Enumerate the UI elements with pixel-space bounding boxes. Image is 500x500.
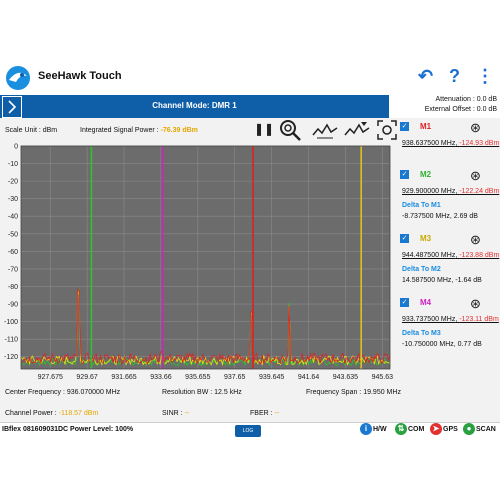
- fber-label: FBER :: [250, 410, 273, 417]
- integrated-power-readout: Integrated Signal Power : -76.39 dBm: [80, 127, 198, 134]
- y-tick-label: -60: [8, 249, 18, 256]
- y-tick-label: -40: [8, 214, 18, 221]
- plot-background: [21, 146, 390, 369]
- delta-label: Delta To M2: [402, 266, 441, 273]
- y-tick-label: -20: [8, 179, 18, 186]
- integrated-power-label: Integrated Signal Power :: [80, 127, 159, 134]
- sync-icon: ⇅: [395, 423, 407, 435]
- sinr-value: --: [184, 410, 190, 417]
- pause-icon[interactable]: ❚❚: [254, 122, 275, 136]
- next-peak-icon[interactable]: [344, 120, 370, 140]
- integrated-power-value: -76.39 dBm: [160, 127, 198, 134]
- channel-header: [0, 95, 389, 118]
- mini-spectrum-icon: ⊛: [470, 232, 481, 247]
- mini-spectrum-icon: ⊛: [470, 120, 481, 135]
- x-tick-label: 943.635: [333, 374, 358, 381]
- marker-label: M3: [420, 234, 432, 243]
- x-tick-label: 941.64: [298, 374, 320, 381]
- fit-screen-icon[interactable]: [376, 119, 398, 141]
- marker-value: 929.900000 MHz, -122.24 dBm: [402, 188, 500, 195]
- marker-label: M2: [420, 170, 432, 179]
- y-tick-label: -110: [5, 337, 19, 344]
- checkbox-checked-icon[interactable]: ✓: [400, 170, 409, 179]
- marker-value: 933.737500 MHz, -123.11 dBm: [402, 316, 499, 323]
- y-tick-label: -100: [4, 319, 18, 326]
- back-arrow-icon[interactable]: ↶: [418, 66, 434, 86]
- title-bar: SeeHawk Touch ↶ ? ⋮: [0, 60, 500, 95]
- x-tick-label: 929.67: [76, 374, 98, 381]
- x-tick-label: 935.655: [185, 374, 210, 381]
- delta-label: Delta To M1: [402, 202, 441, 209]
- sinr-label: SINR :: [162, 410, 183, 417]
- mini-spectrum-icon: ⊛: [470, 296, 481, 311]
- marker-value: 944.487500 MHz, -123.88 dBm: [402, 252, 500, 259]
- external-offset-value: External Offset : 0.0 dB: [424, 106, 497, 113]
- channel-power-value: -118.57 dBm: [58, 410, 99, 417]
- plot-border: [20, 145, 391, 370]
- y-tick-label: -90: [8, 302, 18, 309]
- y-tick-label: -70: [8, 266, 18, 273]
- attenuation-box: Attenuation : 0.0 dB External Offset : 0…: [389, 95, 500, 118]
- center-frequency: Center Frequency : 936.070000 MHz: [5, 389, 121, 396]
- y-tick-label: -80: [8, 284, 18, 291]
- checkbox-checked-icon[interactable]: ✓: [400, 298, 409, 307]
- spectrum-chart[interactable]: 0 -10 -20 -30 -40 -50 -60 -70 -80 -90 -100 -110 -120…: [0, 60, 500, 500]
- delta-value: 14.587500 MHz, -1.64 dB: [402, 277, 482, 284]
- zoom-icon[interactable]: [278, 118, 302, 142]
- chevron-right-icon: [8, 100, 17, 114]
- delta-value: -10.750000 MHz, 0.77 dB: [402, 341, 482, 348]
- app-title: SeeHawk Touch: [38, 70, 122, 82]
- x-tick-label: 945.63: [372, 374, 394, 381]
- com-status[interactable]: ⇅ COM: [395, 423, 424, 435]
- device-id: IBflex 081609031: [2, 426, 59, 433]
- scan-status[interactable]: ● SCAN: [463, 423, 496, 435]
- delta-value: -8.737500 MHz, 2.69 dB: [402, 213, 478, 220]
- fber-value: --: [274, 410, 280, 417]
- delta-label: Delta To M3: [402, 330, 441, 337]
- expand-panel-button[interactable]: [2, 96, 22, 118]
- attenuation-value: Attenuation : 0.0 dB: [435, 96, 498, 103]
- channel-mode-label: Channel Mode: DMR 1: [152, 101, 237, 110]
- fber-readout: FBER : --: [250, 410, 279, 417]
- marker-label: M1: [420, 122, 432, 131]
- trace-yellow: [20, 290, 391, 367]
- gps-status[interactable]: ➤ GPS: [430, 423, 458, 435]
- hw-status[interactable]: i H/W: [360, 423, 387, 435]
- marker-panel: ✓ M1 ⊛ 938.637500 MHz, -124.93 dBm ✓ M2 …: [396, 120, 500, 422]
- x-tick-label: 933.66: [150, 374, 172, 381]
- marker-value: 938.637500 MHz, -124.93 dBm: [402, 140, 500, 147]
- y-tick-label: -30: [8, 196, 18, 203]
- y-tick-label: -50: [8, 231, 18, 238]
- channel-power-label: Channel Power :: [5, 410, 57, 417]
- peak-search-icon[interactable]: [312, 120, 338, 140]
- trace-red: [20, 288, 391, 365]
- y-tick-label: -120: [4, 354, 18, 361]
- help-icon[interactable]: ?: [449, 66, 460, 86]
- trace-green: [20, 288, 391, 367]
- checkbox-checked-icon[interactable]: ✓: [400, 122, 409, 131]
- gps-icon: ➤: [430, 423, 442, 435]
- y-tick-label: 0: [14, 144, 18, 151]
- x-tick-label: 939.645: [259, 374, 284, 381]
- resolution-bw: Resolution BW : 12.5 kHz: [162, 389, 242, 396]
- scale-unit-label: Scale Unit : dBm: [5, 127, 58, 134]
- mini-spectrum-icon: ⊛: [470, 168, 481, 183]
- scan-icon: ●: [463, 423, 475, 435]
- checkbox-checked-icon[interactable]: ✓: [400, 234, 409, 243]
- sinr-readout: SINR : --: [162, 410, 189, 417]
- x-tick-label: 931.665: [111, 374, 136, 381]
- info-icon: i: [360, 423, 372, 435]
- frequency-span: Frequency Span : 19.950 MHz: [306, 389, 401, 396]
- x-tick-label: 937.65: [224, 374, 246, 381]
- y-tick-label: -10: [8, 161, 18, 168]
- seehawk-logo-icon: [6, 66, 30, 90]
- log-button[interactable]: LOG: [235, 425, 261, 437]
- channel-power-readout: Channel Power : -118.57 dBm: [5, 410, 98, 417]
- marker-label: M4: [420, 298, 432, 307]
- more-vert-icon[interactable]: ⋮: [476, 66, 494, 86]
- x-tick-label: 927.675: [38, 374, 63, 381]
- power-level: DC Power Level: 100%: [58, 426, 134, 433]
